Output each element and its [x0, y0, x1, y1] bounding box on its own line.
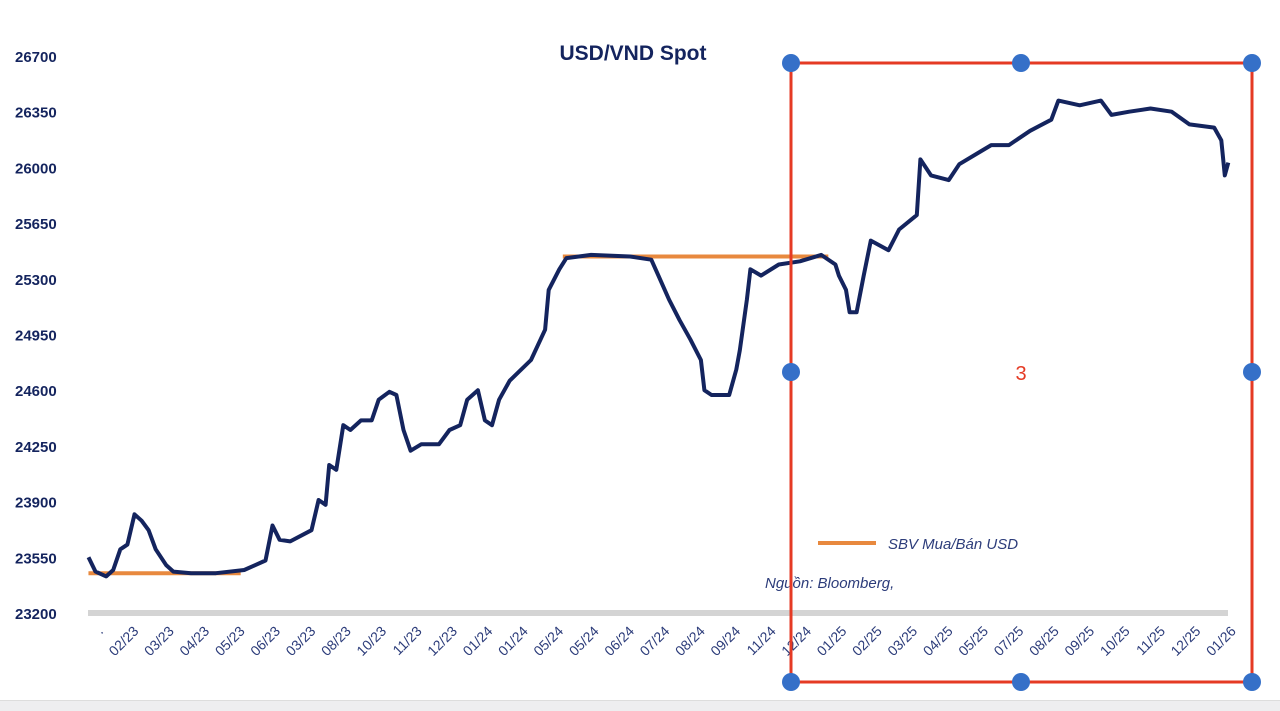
x-tick-label: 11/24: [743, 623, 779, 659]
y-tick-label: 26700: [15, 49, 57, 66]
resize-handle[interactable]: [1243, 673, 1261, 691]
x-tick-label: 06/23: [247, 623, 283, 659]
x-tick-label: 11/23: [389, 623, 425, 659]
y-tick-label: 24600: [15, 383, 57, 400]
x-tick-label: 08/23: [318, 623, 354, 659]
x-tick-label: .: [92, 623, 106, 637]
y-tick-label: 25650: [15, 216, 57, 233]
x-tick-label: 08/25: [1026, 623, 1062, 659]
x-tick-label: 01/24: [495, 623, 531, 659]
x-tick-label: 02/25: [849, 623, 885, 659]
x-tick-label: 01/25: [813, 623, 849, 659]
x-tick-label: 12/25: [1167, 623, 1203, 659]
x-tick-label: 05/24: [566, 623, 602, 659]
y-tick-label: 26000: [15, 160, 57, 177]
x-tick-label: 04/23: [176, 623, 212, 659]
x-tick-label: 01/24: [459, 623, 495, 659]
chart-title: USD/VND Spot: [560, 42, 707, 65]
source-note: Nguồn: Bloomberg,: [765, 575, 894, 592]
y-tick-label: 23550: [15, 550, 57, 567]
x-tick-label: 05/24: [530, 623, 566, 659]
x-tick-label: 10/25: [1097, 623, 1133, 659]
y-tick-label: 26350: [15, 105, 57, 122]
x-tick-label: 05/23: [212, 623, 248, 659]
resize-handle[interactable]: [782, 363, 800, 381]
x-tick-label: 07/25: [990, 623, 1026, 659]
resize-handle[interactable]: [1243, 54, 1261, 72]
selection-box[interactable]: 3: [782, 54, 1261, 691]
resize-handle[interactable]: [782, 673, 800, 691]
x-tick-label: 06/24: [601, 623, 637, 659]
x-tick-label: 10/23: [353, 623, 389, 659]
y-tick-label: 23900: [15, 495, 57, 512]
resize-handle[interactable]: [782, 54, 800, 72]
x-tick-label: 12/24: [778, 623, 814, 659]
x-tick-label: 03/23: [282, 623, 318, 659]
x-tick-label: 09/24: [707, 623, 743, 659]
x-tick-label: 04/25: [920, 623, 956, 659]
x-tick-label: 01/26: [1203, 623, 1239, 659]
x-tick-label: 12/23: [424, 623, 460, 659]
y-tick-label: 24250: [15, 439, 57, 456]
y-tick-label: 25300: [15, 272, 57, 289]
bottom-strip: [0, 700, 1280, 711]
x-axis-bar: [88, 610, 1228, 616]
spot-line: [86, 98, 1231, 579]
resize-handle[interactable]: [1012, 673, 1030, 691]
resize-handle[interactable]: [1012, 54, 1030, 72]
y-tick-label: 24950: [15, 328, 57, 345]
legend-label: SBV Mua/Bán USD: [888, 536, 1018, 553]
x-tick-label: 03/23: [141, 623, 177, 659]
resize-handle[interactable]: [1243, 363, 1261, 381]
x-tick-label: 07/24: [636, 623, 672, 659]
x-tick-label: 09/25: [1061, 623, 1097, 659]
y-tick-label: 23200: [15, 606, 57, 623]
x-tick-label: 05/25: [955, 623, 991, 659]
x-tick-label: 03/25: [884, 623, 920, 659]
x-tick-label: 11/25: [1133, 623, 1169, 659]
selection-label: 3: [1015, 363, 1026, 385]
x-tick-label: 02/23: [105, 623, 141, 659]
x-tick-label: 08/24: [672, 623, 708, 659]
